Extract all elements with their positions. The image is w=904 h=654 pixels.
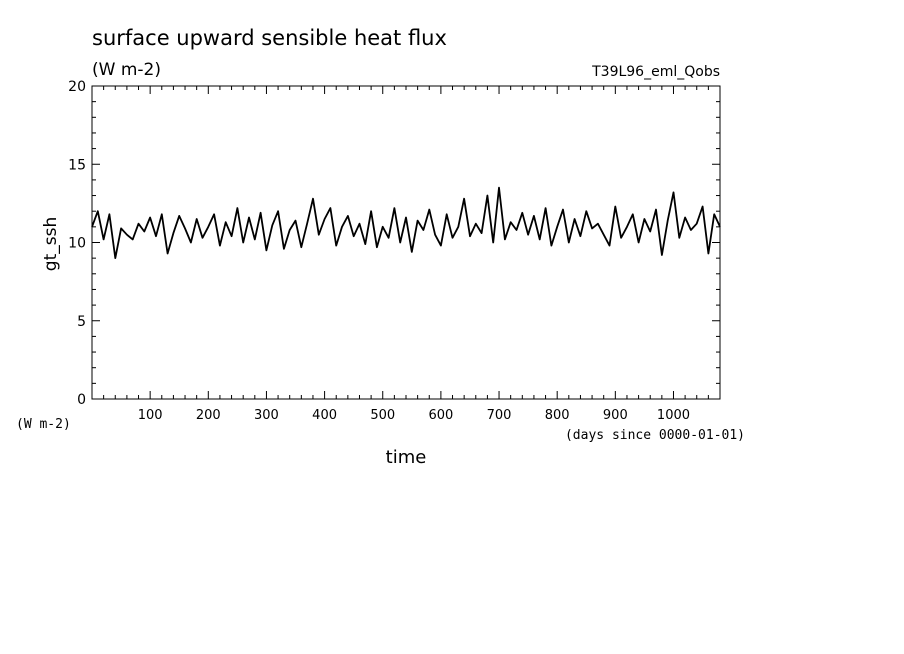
y-tick-label: 0	[77, 392, 86, 408]
x-tick-label: 600	[428, 408, 453, 423]
y-tick-label: 5	[77, 314, 86, 330]
x-tick-label: 100	[138, 408, 163, 423]
plot-frame	[91, 85, 721, 400]
x-tick-label: 400	[312, 408, 337, 423]
x-tick-label: 500	[370, 408, 395, 423]
x-axis-unit: (days since 0000-01-01)	[565, 428, 745, 443]
y-axis-tick-labels: 0 5 10 15 20	[68, 79, 86, 408]
x-tick-label: 800	[545, 408, 570, 423]
chart-subtitle: (W m-2)	[92, 60, 161, 80]
x-axis-ticks	[103, 86, 709, 399]
experiment-label: T39L96_eml_Qobs	[591, 64, 720, 80]
x-tick-label: 300	[254, 408, 279, 423]
x-tick-label: 900	[603, 408, 628, 423]
y-tick-label: 20	[68, 79, 86, 95]
y-axis-ticks	[92, 85, 720, 400]
y-tick-label: 15	[68, 157, 86, 173]
x-tick-label: 1000	[657, 408, 690, 423]
y-axis-unit: (W m-2)	[16, 417, 71, 432]
x-axis-tick-labels: 100 200 300 400 500 600 700 800 900 1000	[138, 408, 690, 423]
chart-title: surface upward sensible heat flux	[92, 26, 447, 50]
x-tick-label: 700	[487, 408, 512, 423]
y-axis-label: gt_ssh	[41, 217, 61, 271]
y-tick-label: 10	[68, 236, 86, 252]
x-tick-label: 200	[196, 408, 221, 423]
x-axis-label: time	[386, 447, 427, 468]
series-line	[91, 186, 721, 259]
